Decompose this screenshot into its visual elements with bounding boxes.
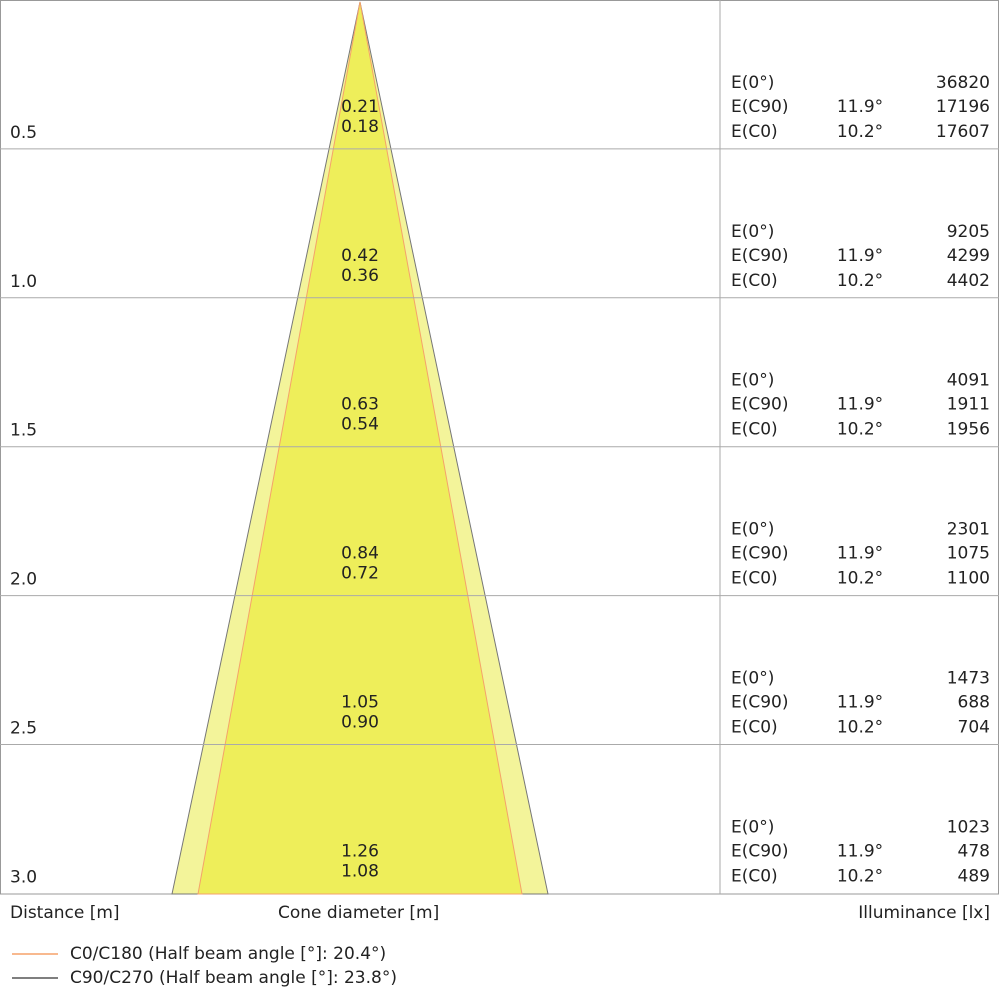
ec90-angle: 11.9° <box>837 544 883 564</box>
ec0-angle: 10.2° <box>837 271 883 291</box>
diameter-c90: 0.21 <box>341 97 379 117</box>
ec0-value: 1956 <box>947 420 990 440</box>
label-ec90: E(C90) <box>731 544 789 564</box>
ec90-angle: 11.9° <box>837 693 883 713</box>
ec90-value: 4299 <box>947 246 990 266</box>
ec0-angle: 10.2° <box>837 866 883 886</box>
label-ec0: E(C0) <box>731 271 778 291</box>
ec90-angle: 11.9° <box>837 395 883 415</box>
inner-cone <box>197 1 523 895</box>
diameter-c0: 0.54 <box>341 415 379 435</box>
diameter-c0: 0.90 <box>341 713 379 733</box>
e0-value: 4091 <box>947 371 990 391</box>
footer-label: Cone diameter [m] <box>278 903 439 923</box>
label-ec0: E(C0) <box>731 122 778 142</box>
distance: 3.0 <box>10 867 37 887</box>
diameter-c90: 0.42 <box>341 246 379 266</box>
label-ec0: E(C0) <box>731 718 778 738</box>
label-e0: E(0°) <box>731 73 774 93</box>
diameter-c90: 0.63 <box>341 395 379 415</box>
ec0-angle: 10.2° <box>837 420 883 440</box>
ec90-value: 1911 <box>947 395 990 415</box>
ec0-value: 17607 <box>936 122 990 142</box>
diameter-c0: 0.18 <box>341 117 379 137</box>
ec90-angle: 11.9° <box>837 246 883 266</box>
e0-value: 1023 <box>947 817 990 837</box>
ec0-value: 1100 <box>947 569 990 589</box>
ec0-angle: 10.2° <box>837 122 883 142</box>
footer-label: Distance [m] <box>10 903 120 923</box>
label-ec0: E(C0) <box>731 420 778 440</box>
ec0-angle: 10.2° <box>837 569 883 589</box>
label-e0: E(0°) <box>731 371 774 391</box>
label-ec90: E(C90) <box>731 97 789 117</box>
ec90-value: 688 <box>958 693 990 713</box>
label-ec0: E(C0) <box>731 866 778 886</box>
ec90-value: 17196 <box>936 97 990 117</box>
e0-value: 1473 <box>947 669 990 689</box>
diameter-c90: 1.05 <box>341 693 379 713</box>
distance: 0.5 <box>10 123 37 143</box>
ec0-value: 704 <box>958 718 990 738</box>
e0-value: 9205 <box>947 222 990 242</box>
ec90-value: 1075 <box>947 544 990 564</box>
ec0-value: 489 <box>958 866 990 886</box>
ec90-value: 478 <box>958 841 990 861</box>
label-ec90: E(C90) <box>731 395 789 415</box>
distance: 2.5 <box>10 719 37 739</box>
diameter-c0: 0.36 <box>341 266 379 286</box>
label-ec0: E(C0) <box>731 569 778 589</box>
label-e0: E(0°) <box>731 222 774 242</box>
ec0-value: 4402 <box>947 271 990 291</box>
distance: 2.0 <box>10 570 37 590</box>
label-ec90: E(C90) <box>731 841 789 861</box>
diameter-c90: 0.84 <box>341 544 379 564</box>
diameter-c0: 1.08 <box>341 861 379 881</box>
label-e0: E(0°) <box>731 817 774 837</box>
legend-text: C90/C270 (Half beam angle [°]: 23.8°) <box>70 968 397 988</box>
e0-value: 36820 <box>936 73 990 93</box>
diameter-c0: 0.72 <box>341 564 379 584</box>
legend-text: C0/C180 (Half beam angle [°]: 20.4°) <box>70 944 386 964</box>
e0-value: 2301 <box>947 520 990 540</box>
label-ec90: E(C90) <box>731 246 789 266</box>
ec90-angle: 11.9° <box>837 97 883 117</box>
distance: 1.5 <box>10 421 37 441</box>
footer-label: Illuminance [lx] <box>858 903 990 923</box>
ec90-angle: 11.9° <box>837 841 883 861</box>
diameter-c90: 1.26 <box>341 841 379 861</box>
distance: 1.0 <box>10 272 37 292</box>
label-e0: E(0°) <box>731 520 774 540</box>
label-ec90: E(C90) <box>731 693 789 713</box>
ec0-angle: 10.2° <box>837 718 883 738</box>
label-e0: E(0°) <box>731 669 774 689</box>
